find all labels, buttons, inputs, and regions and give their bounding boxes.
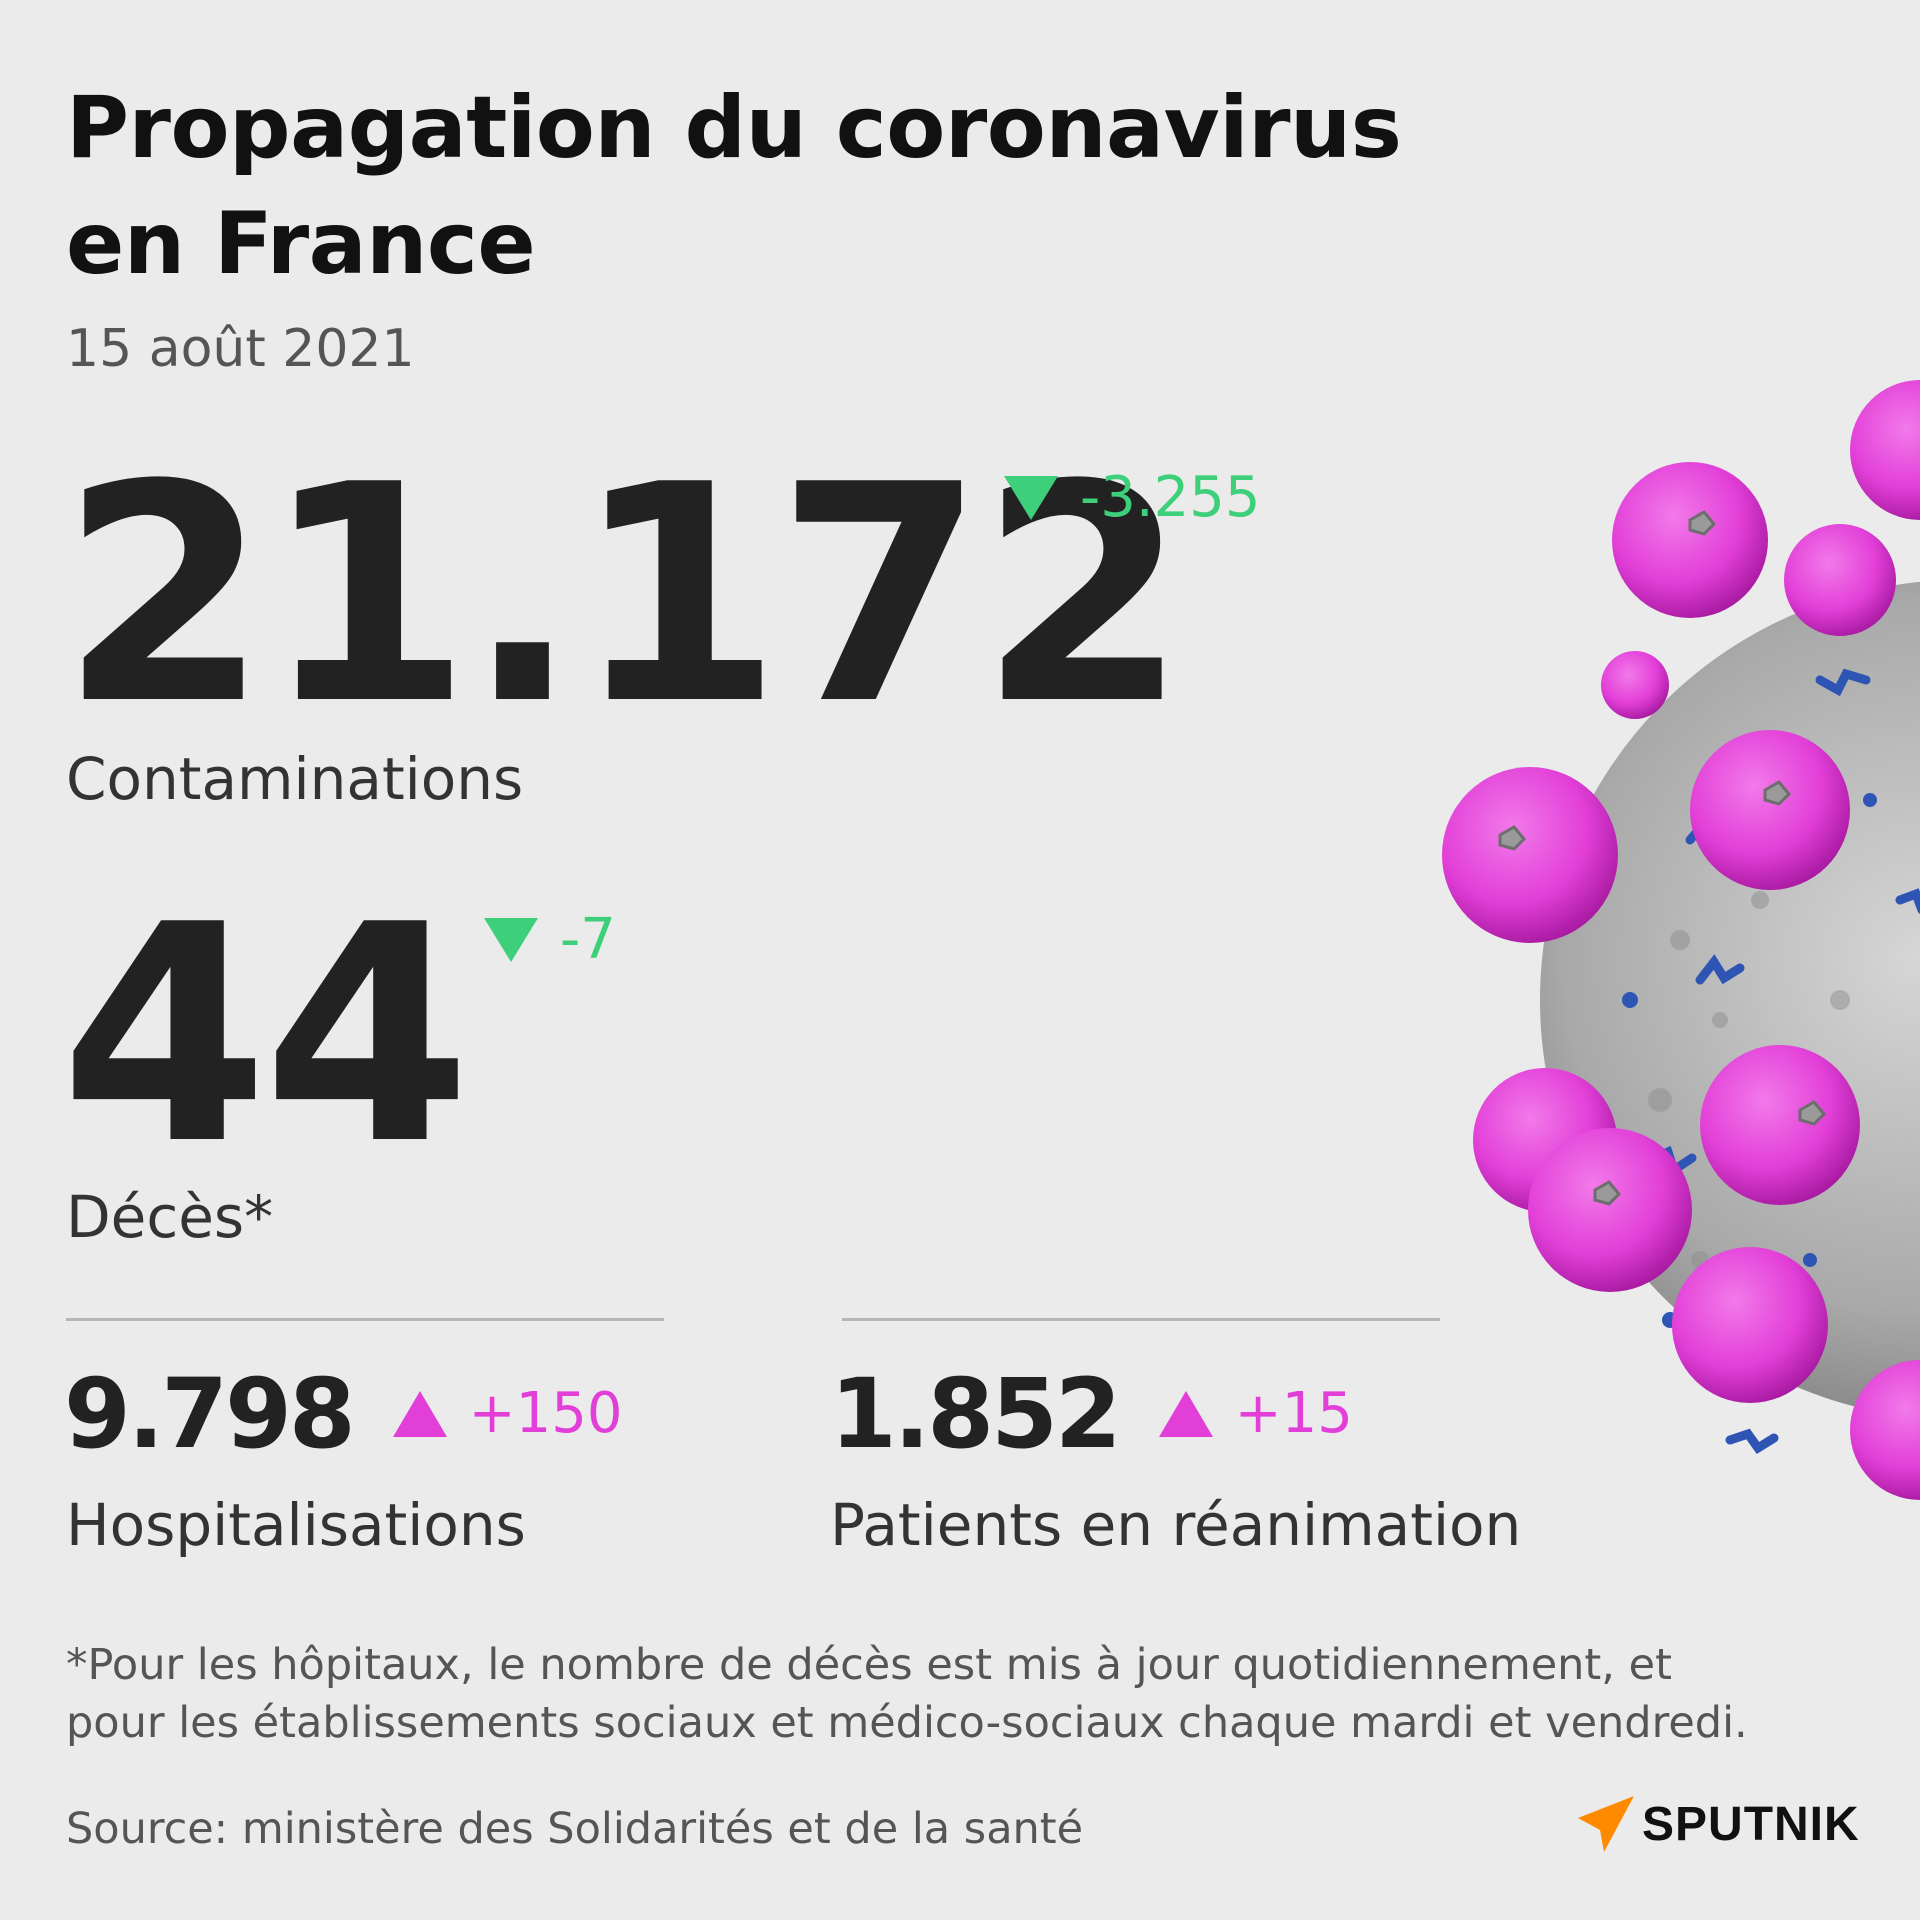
title-line-1: Propagation du coronavirus (66, 78, 1402, 178)
deces-label: Décès* (66, 1183, 274, 1251)
deces-delta: -7 (484, 910, 616, 970)
reanimation-delta: +15 (1158, 1381, 1353, 1446)
divider-left (66, 1318, 664, 1321)
reanimation-delta-value: +15 (1234, 1381, 1353, 1446)
hospitalisations-value: 9.798 (64, 1358, 356, 1470)
footnote: *Pour les hôpitaux, le nombre de décès e… (66, 1636, 1866, 1752)
hospitalisations-delta-value: +150 (468, 1381, 623, 1446)
title-line-2: en France (66, 194, 536, 294)
contaminations-value: 21.172 (60, 421, 1188, 770)
contaminations-label: Contaminations (66, 745, 524, 813)
deces-value: 44 (60, 861, 471, 1210)
hospitalisations-delta: +150 (392, 1381, 623, 1446)
coronavirus-illustration (1442, 380, 1920, 1500)
reanimation-label: Patients en réanimation (830, 1491, 1522, 1559)
triangle-down-icon (1004, 476, 1058, 520)
triangle-up-icon (1158, 1391, 1213, 1437)
hospitalisations-stat: 9.798 +150 (64, 1364, 622, 1464)
divider-right (842, 1318, 1440, 1321)
source-label: Source: ministère des Solidarités et de … (66, 1804, 1084, 1854)
contaminations-delta-value: -3.255 (1080, 465, 1261, 530)
footnote-line-2: pour les établissements sociaux et médic… (66, 1698, 1748, 1748)
hospitalisations-label: Hospitalisations (66, 1491, 526, 1559)
date-label: 15 août 2021 (66, 319, 415, 379)
reanimation-value: 1.852 (830, 1358, 1122, 1470)
contaminations-delta: -3.255 (1004, 468, 1261, 528)
reanimation-stat: 1.852 +15 (830, 1364, 1353, 1464)
page-title: Propagation du coronavirus en France (66, 70, 1466, 302)
logo-text: SPUTNIK (1642, 1798, 1860, 1851)
sputnik-logo-icon (1578, 1796, 1634, 1852)
deces-delta-value: -7 (560, 907, 616, 972)
footnote-line-1: *Pour les hôpitaux, le nombre de décès e… (66, 1640, 1672, 1690)
triangle-up-icon (392, 1391, 447, 1437)
triangle-down-icon (484, 918, 538, 962)
sputnik-logo: SPUTNIK (1574, 1796, 1860, 1854)
